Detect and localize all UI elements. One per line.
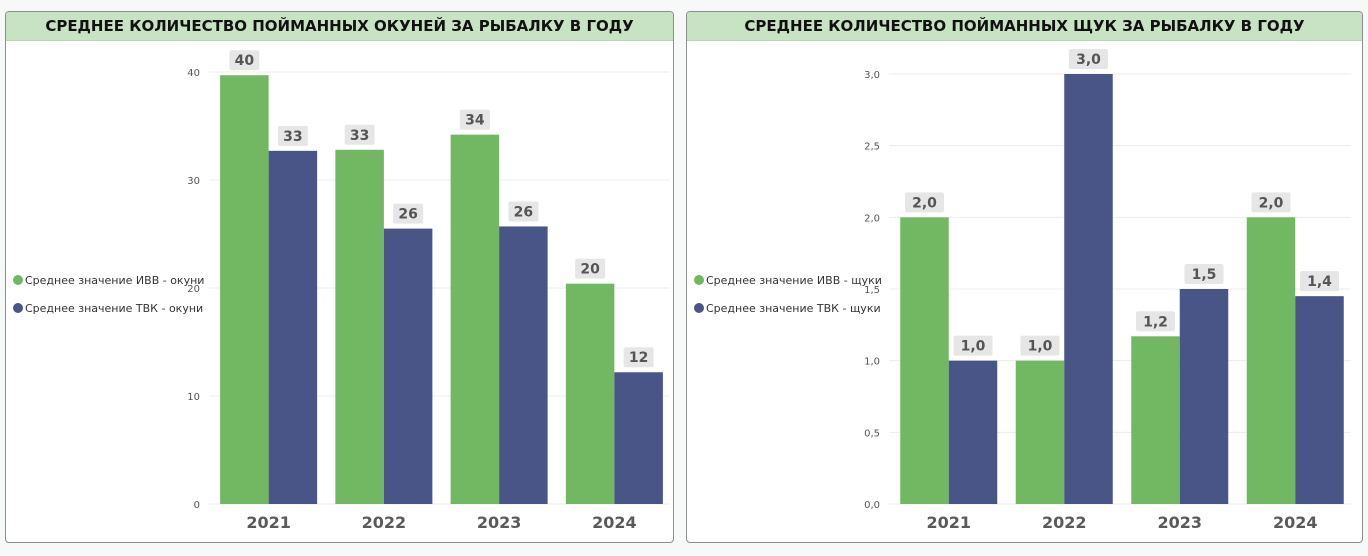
bar[interactable]	[1015, 360, 1065, 504]
data-label-box	[229, 50, 260, 71]
bar[interactable]	[1179, 289, 1229, 504]
data-label: 26	[514, 204, 533, 220]
legend-label: Среднее значение ТВК - щуки	[706, 301, 881, 315]
chart-panel-perch: СРЕДНЕЕ КОЛИЧЕСТВО ПОЙМАННЫХ ОКУНЕЙ ЗА Р…	[5, 11, 674, 543]
data-label-box	[459, 109, 490, 130]
legend: Среднее значение ИВВ - щуки Среднее знач…	[694, 273, 882, 329]
legend: Среднее значение ИВВ - окуни Среднее зна…	[13, 273, 204, 329]
data-label: 1,0	[1028, 339, 1053, 355]
bar[interactable]	[1131, 336, 1180, 504]
bar[interactable]	[1064, 74, 1113, 504]
data-label-box	[953, 335, 993, 356]
bar[interactable]	[614, 372, 663, 504]
data-label-box	[905, 192, 944, 213]
data-label: 2,0	[1259, 195, 1284, 211]
data-label-box	[1251, 192, 1291, 213]
x-category-label: 2022	[1042, 513, 1087, 532]
y-tick-label: 0	[194, 500, 200, 511]
data-label: 33	[350, 128, 369, 144]
data-label-box	[1184, 264, 1224, 284]
legend-item-tvk[interactable]: Среднее значение ТВК - окуни	[13, 301, 204, 315]
bar[interactable]	[1295, 296, 1344, 504]
bar-chart-perch: 0 10 20 30 40 40 33 2021 33 26 2022 34 26 2023 20 12 202…	[187, 50, 670, 532]
y-tick-label: 0,0	[864, 500, 880, 511]
data-label: 20	[580, 262, 600, 278]
legend-dot-icon	[13, 303, 23, 313]
x-category-label: 2023	[477, 513, 522, 532]
data-label-box	[277, 125, 308, 146]
legend-label: Среднее значение ИВВ - щуки	[706, 273, 882, 287]
bar[interactable]	[948, 360, 998, 504]
legend-label: Среднее значение ИВВ - окуни	[25, 273, 205, 287]
data-label: 40	[235, 53, 255, 69]
data-label-box	[623, 347, 654, 368]
x-category-label: 2024	[1273, 513, 1318, 532]
chart-panel-pike: СРЕДНЕЕ КОЛИЧЕСТВО ПОЙМАННЫХ ЩУК ЗА РЫБА…	[686, 11, 1363, 543]
chart-title: СРЕДНЕЕ КОЛИЧЕСТВО ПОЙМАННЫХ ЩУК ЗА РЫБА…	[687, 12, 1362, 41]
data-label-box	[393, 203, 424, 224]
y-tick-label: 20	[187, 284, 200, 295]
data-label: 1,0	[961, 339, 986, 355]
bar[interactable]	[220, 75, 269, 505]
x-category-label: 2023	[1157, 513, 1202, 532]
data-label: 1,2	[1143, 314, 1168, 330]
data-label-box	[1136, 311, 1175, 332]
chart-title: СРЕДНЕЕ КОЛИЧЕСТВО ПОЙМАННЫХ ОКУНЕЙ ЗА Р…	[6, 12, 673, 41]
y-tick-label: 10	[187, 392, 200, 403]
legend-label: Среднее значение ТВК - окуни	[25, 301, 204, 315]
y-tick-label: 0,5	[864, 428, 880, 439]
bar[interactable]	[335, 149, 384, 504]
bar[interactable]	[268, 150, 318, 504]
y-tick-label: 30	[187, 176, 200, 187]
bar[interactable]	[1246, 217, 1296, 505]
legend-item-ivv[interactable]: Среднее значение ИВВ - щуки	[694, 273, 882, 287]
data-label: 1,4	[1307, 274, 1332, 290]
data-label: 26	[398, 207, 417, 223]
x-category-label: 2024	[592, 513, 637, 532]
data-label-box	[344, 124, 375, 145]
x-category-label: 2021	[926, 513, 971, 532]
data-label: 34	[465, 113, 485, 129]
legend-item-ivv[interactable]: Среднее значение ИВВ - окуни	[13, 273, 204, 287]
legend-dot-icon	[13, 275, 23, 285]
x-category-label: 2022	[362, 513, 407, 532]
data-label-box	[1300, 271, 1339, 292]
data-label-box	[1069, 49, 1108, 69]
data-label-box	[575, 258, 606, 279]
data-label: 2,0	[912, 195, 937, 211]
x-category-label: 2021	[246, 513, 291, 532]
y-tick-label: 2,0	[864, 213, 880, 224]
y-tick-label: 1,5	[864, 285, 880, 296]
data-label: 12	[629, 350, 648, 366]
data-label: 3,0	[1076, 52, 1101, 68]
legend-item-tvk[interactable]: Среднее значение ТВК - щуки	[694, 301, 882, 315]
bar[interactable]	[499, 226, 548, 504]
data-label: 1,5	[1192, 267, 1217, 283]
data-label-box	[1020, 335, 1060, 356]
y-tick-label: 2,5	[864, 142, 880, 153]
bar[interactable]	[450, 134, 500, 504]
bar[interactable]	[383, 228, 433, 504]
legend-dot-icon	[694, 275, 704, 285]
bar[interactable]	[565, 283, 615, 504]
data-label-box	[508, 201, 539, 222]
bar-chart-pike: 0,0 0,5 1,0 1,5 2,0 2,5 3,0 2,0 1,0 2021 1,0 3,0 202…	[864, 49, 1351, 532]
y-tick-label: 1,0	[864, 357, 880, 368]
data-label: 33	[283, 129, 302, 145]
y-tick-label: 3,0	[864, 70, 880, 81]
y-tick-label: 40	[187, 68, 200, 79]
legend-dot-icon	[694, 303, 704, 313]
bar[interactable]	[900, 217, 949, 505]
